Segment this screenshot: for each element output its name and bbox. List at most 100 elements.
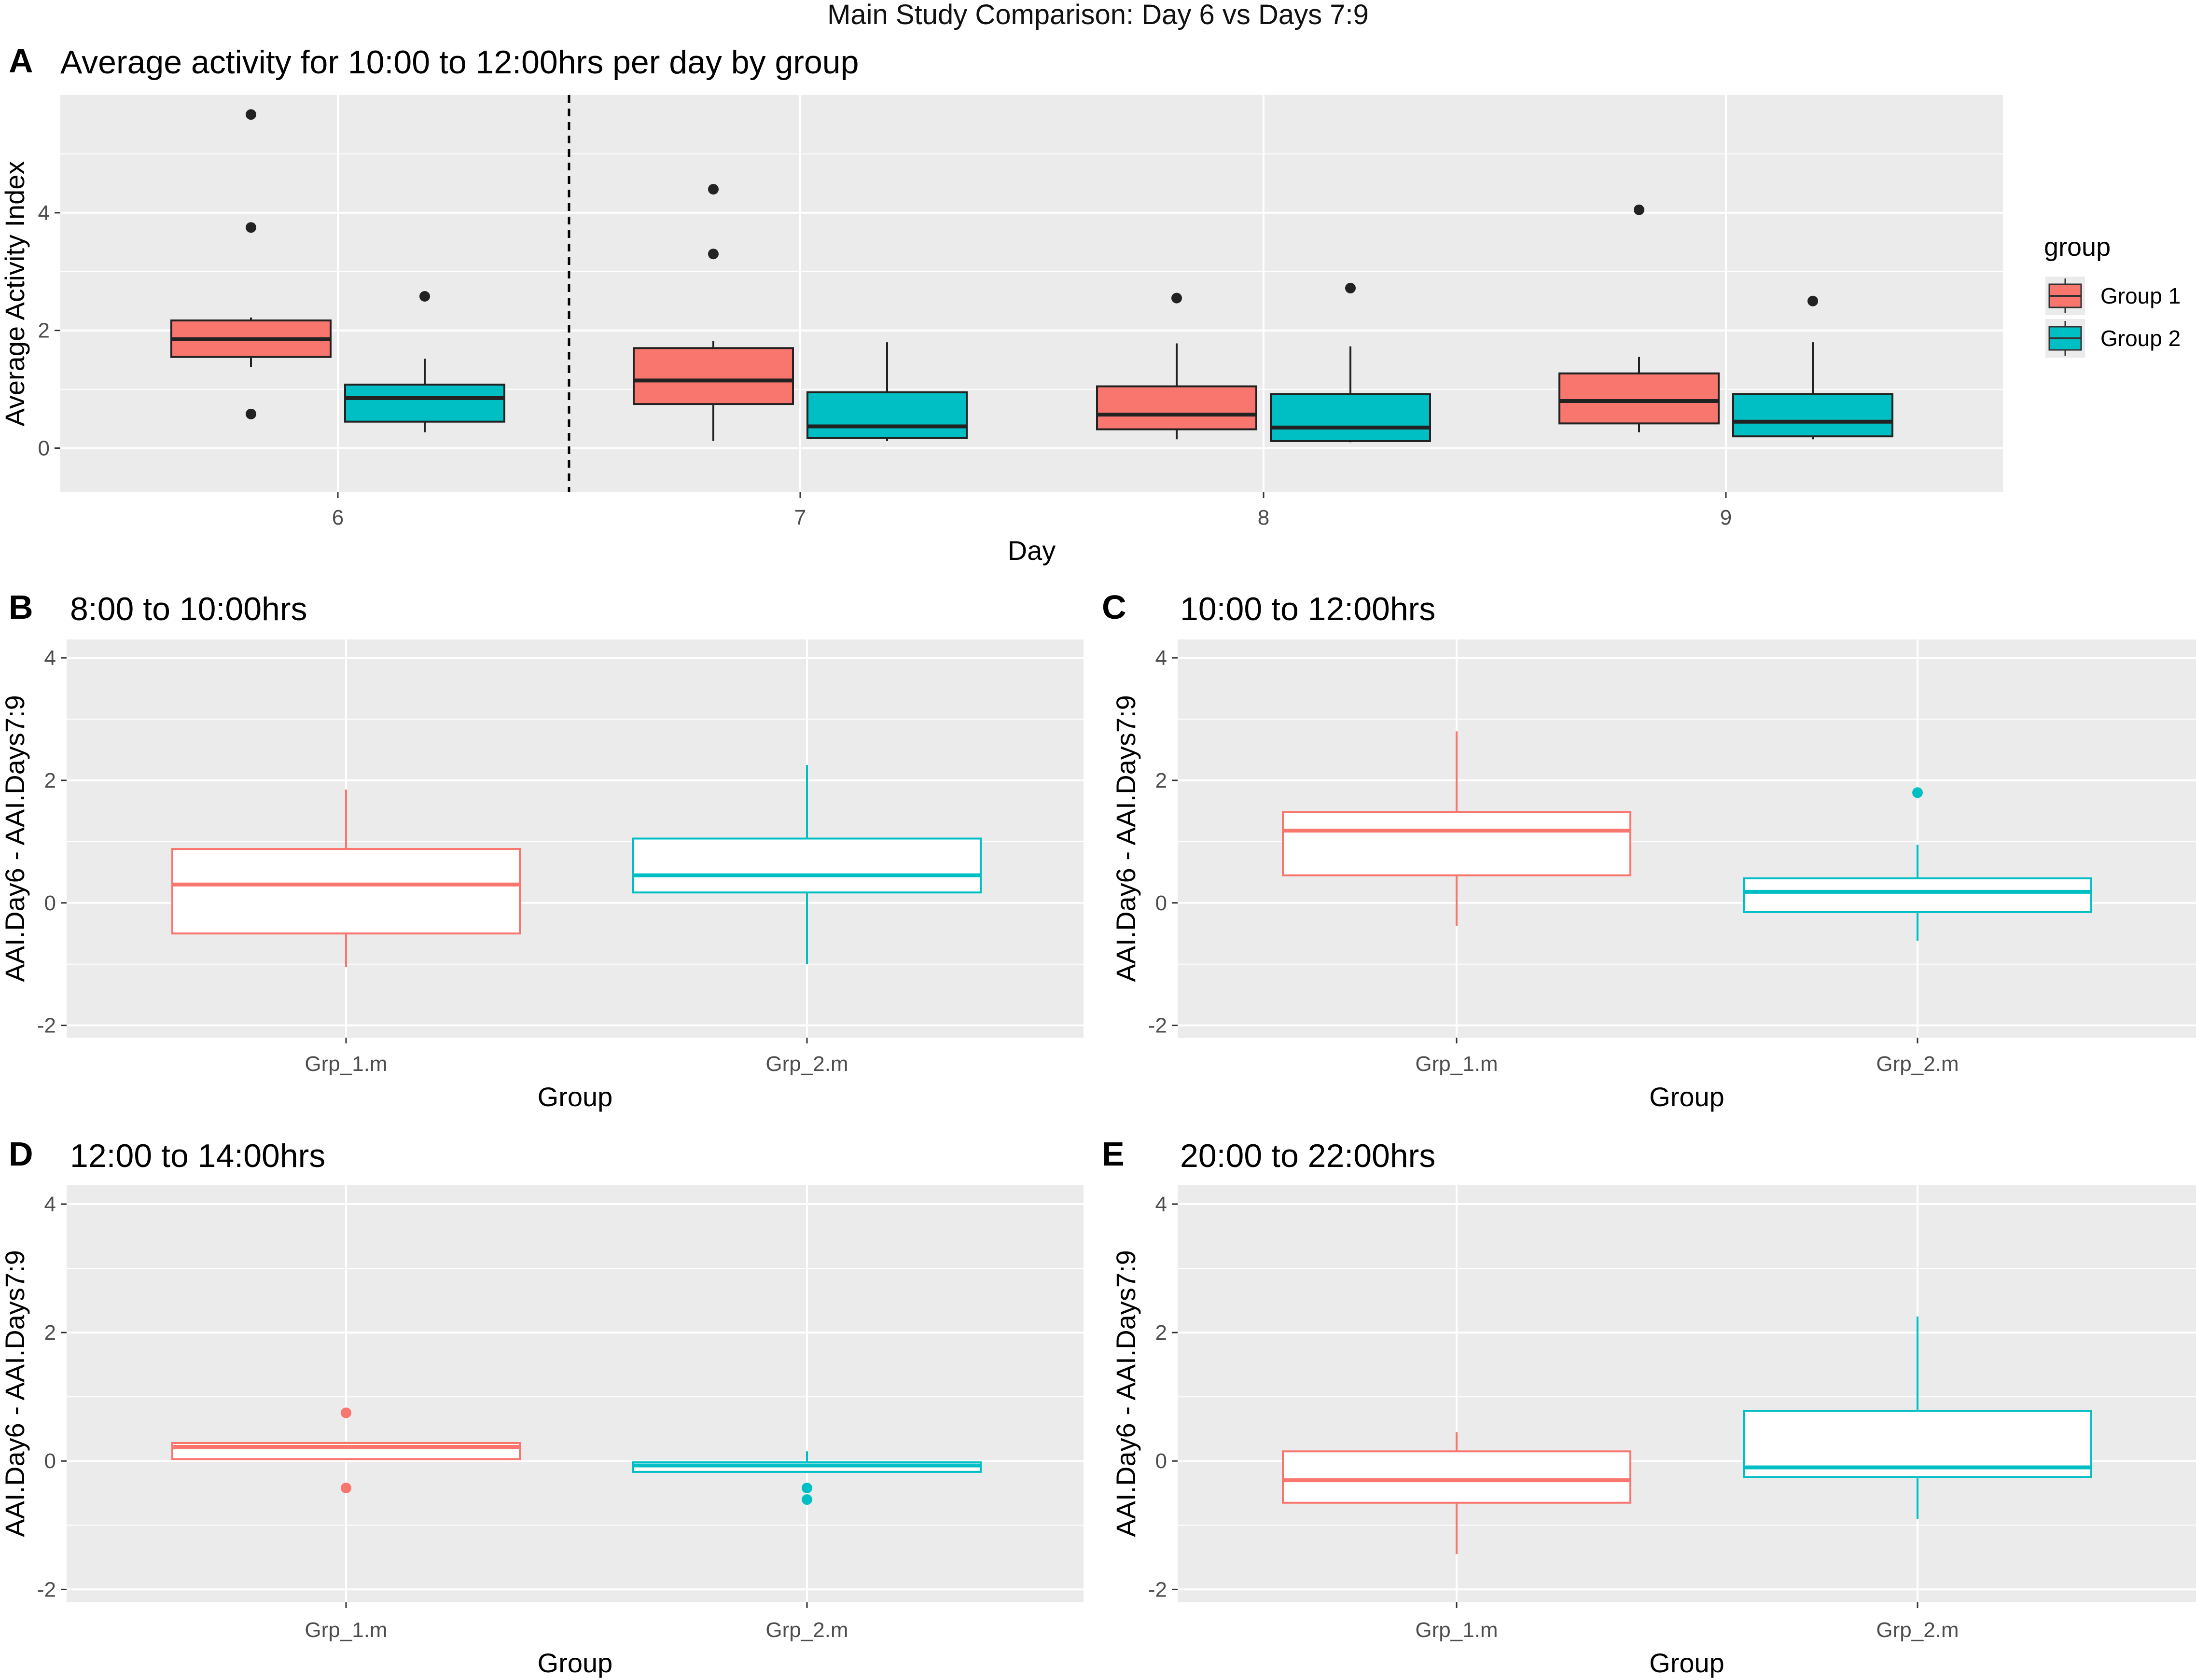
panel-a-box [1732, 295, 1893, 440]
panel-d-y-tick-label: 4 [44, 1193, 56, 1216]
panel-d-x-tick-label: Grp_2.m [765, 1618, 848, 1642]
panel-b-x-axis-title: Group [538, 1082, 613, 1112]
panel-a-y-tick-label: 0 [38, 437, 50, 460]
panel-d-y-axis-title: AAI.Day6 - AAI.Days7:9 [0, 1250, 30, 1537]
panel-e-x-axis-title: Group [1649, 1648, 1724, 1678]
panel-b-y-tick-label: 4 [44, 646, 56, 670]
panel-a-outlier-point [708, 249, 719, 260]
panel-a-x-tick-label: 7 [794, 506, 806, 529]
panel-b-y-tick-label: 2 [44, 769, 56, 792]
panel-a-outlier-point [1345, 282, 1356, 293]
legend-title: group [2044, 233, 2111, 262]
panel-a-box [1096, 292, 1257, 440]
panel-a-outlier-point [246, 408, 256, 419]
panel-e-title: 20:00 to 22:00hrs [1180, 1138, 1435, 1174]
panel-c-box-body [1282, 811, 1631, 876]
panel-d-title: 12:00 to 14:00hrs [70, 1138, 325, 1174]
panel-b-box-body [171, 848, 521, 935]
panel-d-plot-background [67, 1185, 1084, 1602]
panel-d-box [632, 1451, 982, 1505]
panel-e-y-tick-label: 0 [1155, 1449, 1167, 1473]
panel-a-outlier-point [419, 291, 430, 302]
panel-a-y-axis-title: Average Activity Index [0, 161, 30, 427]
panel-a-outlier-point [246, 109, 256, 120]
panel-d-outlier-point [341, 1407, 351, 1418]
panel-b-box [171, 789, 521, 968]
panel-b-y-tick-label: 0 [44, 891, 56, 915]
panel-e-y-tick-label: 2 [1155, 1321, 1167, 1345]
legend-item: Group 1 [2045, 277, 2181, 315]
panel-a-box-body [1096, 385, 1257, 430]
panel-e-y-axis-title: AAI.Day6 - AAI.Days7:9 [1111, 1250, 1141, 1537]
panel-c-y-axis-title: AAI.Day6 - AAI.Days7:9 [1111, 695, 1141, 982]
panel-c-box [1282, 731, 1631, 926]
panel-e-letter: E [1102, 1135, 1125, 1173]
figure-title: Main Study Comparison: Day 6 vs Days 7:9 [827, 0, 1369, 30]
panel-a-outlier-point [708, 184, 719, 195]
panel-c-title: 10:00 to 12:00hrs [1180, 591, 1435, 627]
panel-e-box [1743, 1316, 2092, 1519]
panel-d: -2 0 2 4 Grp_1.m Grp_2.m D 12:00 to 14:00hrs Gro… [0, 1135, 1084, 1678]
panel-e-x-tick-label: Grp_1.m [1415, 1618, 1498, 1642]
panel-b-title: 8:00 to 10:00hrs [70, 591, 307, 627]
panel-d-box [171, 1407, 521, 1494]
panel-a-box [344, 291, 505, 432]
panel-e-box-body [1282, 1450, 1631, 1504]
panel-c-y-tick-label: 0 [1155, 891, 1167, 915]
panel-d-x-axis-title: Group [538, 1648, 613, 1678]
panel-e-y-tick-label: 4 [1155, 1193, 1167, 1216]
panel-a-x-axis-title: Day [1008, 535, 1056, 566]
panel-a-box-body [806, 391, 968, 439]
panel-a-box [806, 342, 968, 441]
panel-a-x-tick-label: 9 [1720, 506, 1732, 529]
panel-a-x-tick-label: 8 [1258, 506, 1269, 529]
legend-item: Group 2 [2045, 319, 2181, 358]
legend-label: Group 2 [2100, 326, 2181, 351]
panel-b-y-tick-label: -2 [37, 1014, 56, 1038]
panel-a-outlier-point [1171, 292, 1182, 304]
panel-c: -2 0 2 4 Grp_1.m Grp_2.m C 10:00 to 12:00hrs Gro… [1102, 588, 2196, 1112]
panel-a-letter: A [9, 42, 33, 80]
panel-a-outlier-point [1634, 204, 1644, 215]
panel-a-outlier-point [1807, 295, 1818, 306]
panel-a-box-body [1270, 393, 1431, 442]
panel-d-outlier-point [341, 1483, 351, 1494]
panel-a: 0 2 4 6 7 8 9 A Average activity for 10:00 to 12… [0, 42, 2003, 566]
panel-c-box-body [1743, 877, 2092, 913]
panel-e: -2 0 2 4 Grp_1.m Grp_2.m E 20:00 to 22:00hrs Gro… [1102, 1135, 2196, 1678]
panel-a-x-tick-label: 6 [332, 506, 344, 529]
panel-a-box-body [344, 383, 505, 423]
panel-c-x-tick-label: Grp_2.m [1876, 1052, 1959, 1076]
panel-a-outlier-point [246, 222, 256, 233]
panel-d-outlier-point [802, 1483, 812, 1494]
panel-d-y-tick-label: 0 [44, 1449, 56, 1473]
panel-c-letter: C [1102, 588, 1126, 626]
panel-b-x-tick-label: Grp_1.m [305, 1052, 387, 1076]
panel-a-y-tick-label: 4 [38, 201, 50, 225]
panel-a-box [1558, 204, 1720, 432]
legend: group Group 1 Group 2 [2044, 233, 2181, 358]
panel-b-letter: B [9, 588, 33, 626]
panel-a-title: Average activity for 10:00 to 12:00hrs p… [60, 44, 859, 81]
panel-d-letter: D [9, 1135, 33, 1173]
panel-a-box-body [1732, 393, 1893, 438]
panel-d-y-tick-label: -2 [37, 1578, 56, 1601]
panel-c-y-tick-label: -2 [1148, 1014, 1167, 1038]
panel-e-plot-background [1178, 1185, 2196, 1602]
panel-a-plot-background [60, 95, 2003, 492]
panel-b-box-body [632, 837, 982, 894]
panel-a-box-body [633, 347, 794, 405]
panel-c-y-tick-label: 4 [1155, 646, 1167, 670]
panel-b-x-tick-label: Grp_2.m [765, 1052, 848, 1076]
panel-a-y-tick-label: 2 [38, 319, 50, 343]
panel-a-box-body [1558, 372, 1720, 425]
panel-a-box [633, 184, 794, 441]
panel-e-y-tick-label: -2 [1148, 1578, 1167, 1601]
panel-d-x-tick-label: Grp_1.m [305, 1618, 387, 1642]
panel-a-box [1270, 282, 1431, 443]
panel-b-box [632, 765, 982, 964]
panel-c-y-tick-label: 2 [1155, 769, 1167, 792]
panel-b: -2 0 2 4 Grp_1.m Grp_2.m B 8:00 to 10:00hrs Grou… [0, 588, 1084, 1112]
panel-a-box [170, 109, 332, 419]
